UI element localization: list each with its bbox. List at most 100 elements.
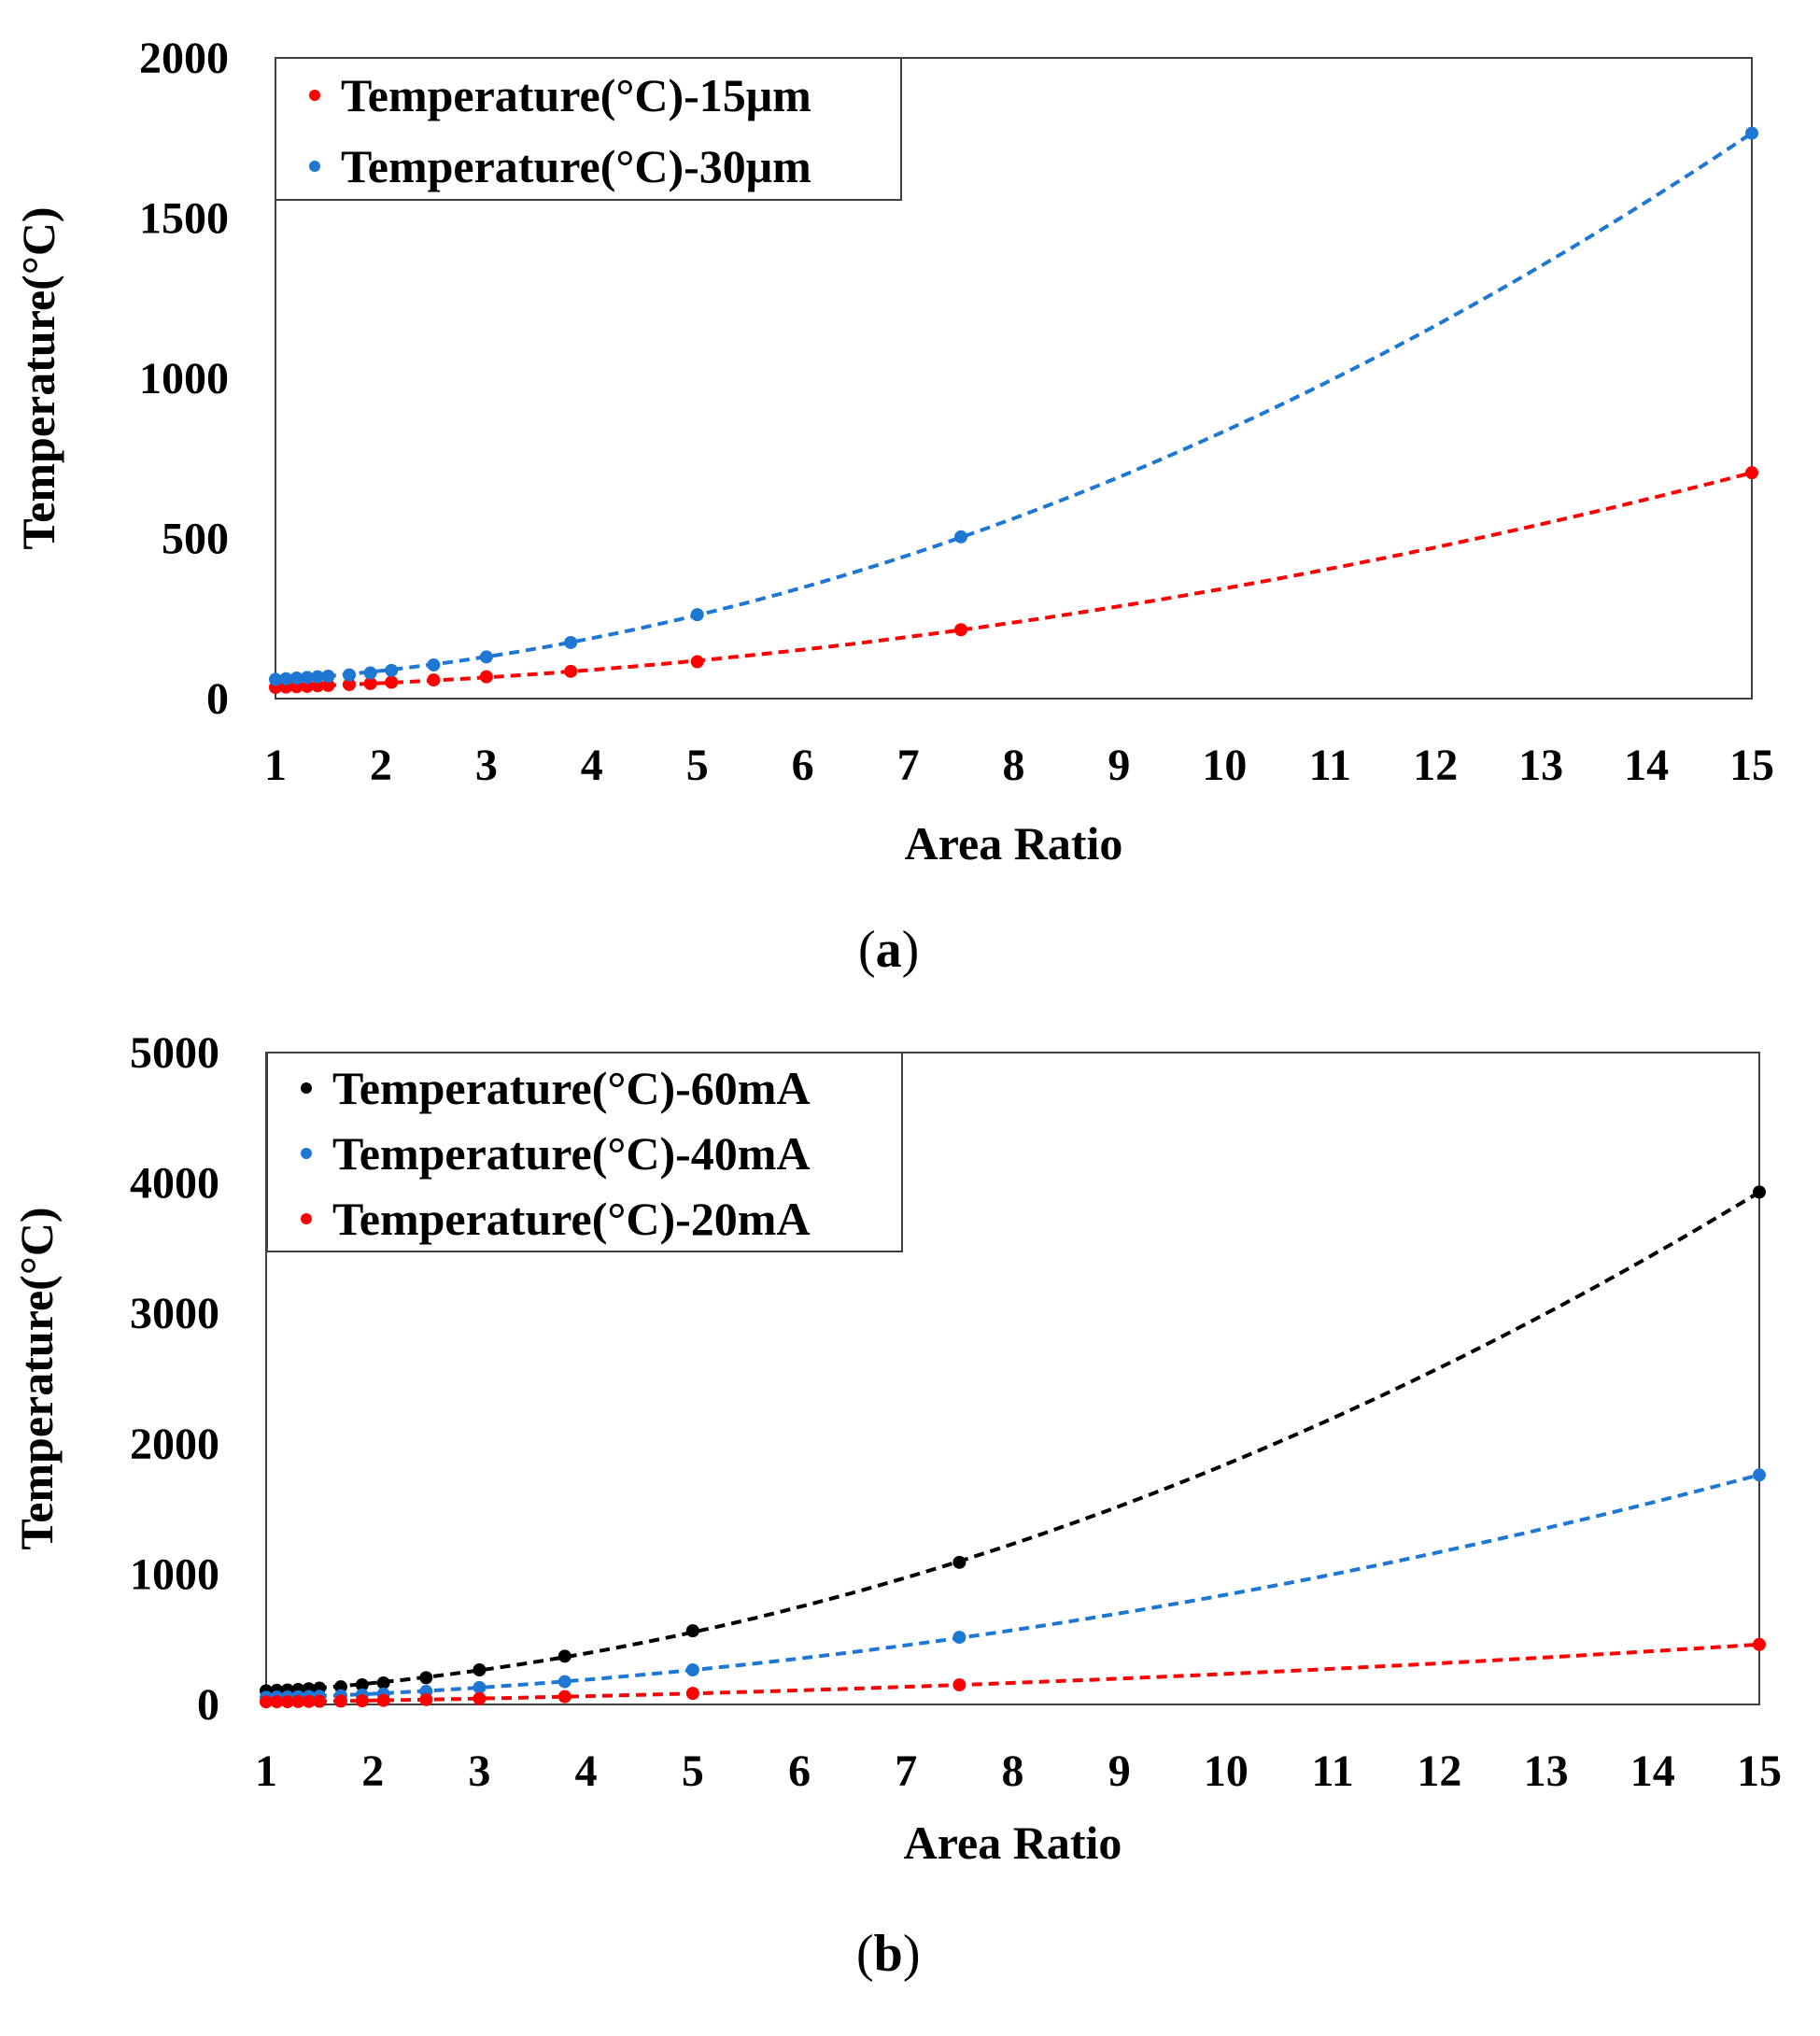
data-point-series-2 [385, 663, 399, 677]
y-axis-title: Temperature(°C) [12, 206, 64, 549]
data-point-series-2 [1745, 126, 1758, 140]
data-point-series-2 [300, 671, 314, 685]
data-point-series-2 [363, 666, 377, 680]
legend-marker [301, 1213, 312, 1224]
y-tick-label: 1000 [139, 354, 229, 403]
y-axis-title: Temperature(°C) [10, 1207, 63, 1549]
x-tick-label: 3 [468, 1746, 490, 1796]
y-tick-label: 500 [162, 515, 229, 564]
x-tick-label: 15 [1737, 1746, 1782, 1796]
y-tick-label: 1500 [139, 194, 229, 244]
data-point-series-1 [557, 1649, 571, 1663]
legend-marker [309, 90, 320, 101]
data-point-series-3 [1753, 1637, 1766, 1651]
x-tick-label: 2 [361, 1746, 384, 1796]
data-point-series-2 [557, 1675, 571, 1689]
data-point-series-1 [427, 673, 441, 687]
x-tick-label: 13 [1518, 741, 1563, 790]
data-point-series-1 [311, 679, 325, 693]
data-point-series-1 [479, 670, 493, 684]
x-axis-title: Area Ratio [905, 817, 1123, 870]
data-point-series-1 [321, 678, 335, 692]
plot-area-frame [275, 57, 1753, 700]
data-point-series-3 [557, 1690, 571, 1704]
y-tick-label: 4000 [130, 1159, 219, 1209]
panel-label-a-letter: a [875, 921, 902, 979]
x-tick-label: 4 [575, 1746, 598, 1796]
trendline-series-1 [265, 1190, 1761, 1694]
x-tick-label: 3 [475, 741, 498, 790]
legend-entry-label: Temperature(°C)-40mA [332, 1127, 811, 1180]
data-point-series-2 [954, 530, 968, 544]
x-tick-label: 5 [682, 1746, 704, 1796]
data-point-series-2 [564, 635, 578, 649]
x-tick-label: 10 [1202, 741, 1247, 790]
x-tick-label: 6 [788, 1746, 811, 1796]
legend-box [266, 1052, 903, 1252]
data-point-series-3 [685, 1687, 699, 1701]
x-tick-label: 7 [895, 1746, 917, 1796]
x-tick-label: 12 [1413, 741, 1458, 790]
legend-marker [309, 161, 320, 172]
y-tick-label: 1000 [130, 1549, 219, 1599]
data-point-series-2 [343, 668, 357, 682]
data-point-series-3 [473, 1691, 487, 1705]
trendline-series-2 [275, 131, 1754, 683]
data-point-series-1 [690, 655, 704, 669]
data-point-series-2 [479, 650, 493, 664]
data-point-series-1 [1753, 1185, 1766, 1199]
panel-label-a: (a) [858, 921, 920, 979]
data-point-series-3 [952, 1678, 966, 1692]
x-tick-label: 2 [370, 741, 392, 790]
data-point-series-1 [363, 676, 377, 690]
data-point-series-3 [291, 1694, 305, 1708]
x-tick-label: 10 [1204, 1746, 1249, 1796]
data-point-series-2 [269, 672, 282, 686]
data-point-series-3 [355, 1694, 369, 1708]
data-point-series-2 [427, 657, 441, 672]
data-point-series-2 [952, 1631, 966, 1645]
data-point-series-2 [473, 1680, 487, 1694]
legend-entry-label: Temperature(°C)-60mA [332, 1062, 811, 1114]
data-point-series-3 [333, 1694, 347, 1708]
data-point-series-3 [376, 1693, 390, 1707]
x-tick-label: 4 [581, 741, 603, 790]
data-point-series-1 [419, 1671, 433, 1685]
x-tick-label: 11 [1309, 741, 1351, 790]
data-point-series-1 [1745, 466, 1758, 480]
x-tick-label: 1 [255, 1746, 277, 1796]
panel-label-b-letter: b [873, 1925, 903, 1983]
x-tick-label: 1 [264, 741, 287, 790]
y-tick-label: 3000 [130, 1289, 219, 1338]
panel-label-b: (b) [856, 1925, 921, 1983]
data-point-series-1 [954, 623, 968, 637]
data-point-series-2 [1753, 1468, 1766, 1482]
data-point-series-1 [952, 1555, 966, 1569]
legend-box [275, 57, 902, 201]
trendline-series-2 [265, 1473, 1760, 1701]
legend-marker [301, 1148, 312, 1159]
x-tick-label: 6 [792, 741, 814, 790]
x-tick-label: 15 [1729, 741, 1774, 790]
data-point-series-1 [564, 664, 578, 678]
y-tick-label: 2000 [130, 1420, 219, 1469]
y-tick-label: 2000 [139, 34, 229, 83]
data-point-series-1 [343, 677, 357, 691]
x-tick-label: 13 [1524, 1746, 1569, 1796]
y-tick-label: 5000 [130, 1028, 219, 1078]
data-point-series-1 [355, 1678, 369, 1692]
data-point-series-2 [685, 1663, 699, 1677]
y-tick-label: 0 [197, 1680, 219, 1730]
legend-entry-label: Temperature(°C)-15μm [341, 69, 811, 121]
data-point-series-3 [270, 1695, 284, 1709]
legend-entry-label: Temperature(°C)-20mA [332, 1193, 811, 1245]
legend-entry-label: Temperature(°C)-30μm [341, 140, 811, 192]
x-tick-label: 9 [1108, 1746, 1131, 1796]
x-tick-label: 7 [897, 741, 920, 790]
data-point-series-1 [300, 679, 314, 693]
x-tick-label: 14 [1630, 1746, 1675, 1796]
trendline-series-3 [265, 1642, 1760, 1704]
x-tick-label: 9 [1108, 741, 1130, 790]
